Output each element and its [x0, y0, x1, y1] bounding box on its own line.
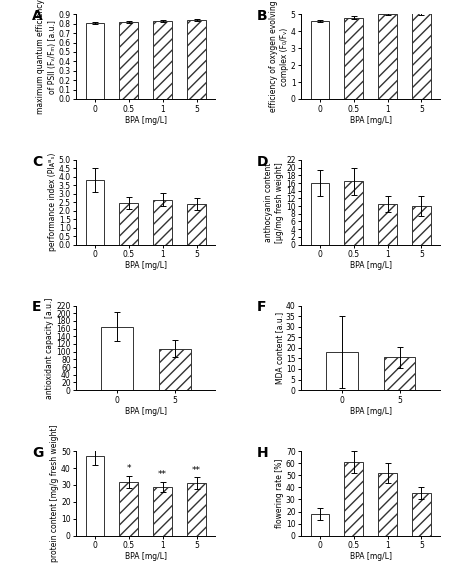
- Bar: [187, 20, 206, 99]
- Bar: [154, 486, 172, 536]
- X-axis label: BPA [mg/L]: BPA [mg/L]: [125, 261, 167, 270]
- Y-axis label: protein content [mg/g fresh weight]: protein content [mg/g fresh weight]: [50, 425, 59, 562]
- Bar: [86, 456, 104, 536]
- Y-axis label: MDA content [a.u.]: MDA content [a.u.]: [275, 312, 284, 384]
- Bar: [344, 18, 363, 99]
- Bar: [159, 348, 190, 390]
- Y-axis label: antioxidant capacity [a.u.]: antioxidant capacity [a.u.]: [45, 297, 54, 399]
- Bar: [344, 462, 363, 536]
- Bar: [154, 200, 172, 245]
- Bar: [119, 203, 138, 245]
- X-axis label: BPA [mg/L]: BPA [mg/L]: [125, 116, 167, 124]
- Text: G: G: [32, 446, 43, 460]
- Bar: [412, 493, 431, 536]
- X-axis label: BPA [mg/L]: BPA [mg/L]: [350, 407, 392, 416]
- Bar: [119, 481, 138, 536]
- X-axis label: BPA [mg/L]: BPA [mg/L]: [125, 407, 167, 416]
- Bar: [378, 14, 397, 99]
- Bar: [86, 180, 104, 245]
- Text: **: **: [192, 466, 201, 475]
- X-axis label: BPA [mg/L]: BPA [mg/L]: [350, 261, 392, 270]
- Y-axis label: flowering rate [%]: flowering rate [%]: [275, 459, 284, 528]
- Text: B: B: [257, 9, 268, 23]
- Bar: [154, 21, 172, 99]
- Bar: [383, 358, 415, 390]
- X-axis label: BPA [mg/L]: BPA [mg/L]: [350, 552, 392, 562]
- Text: F: F: [257, 300, 266, 315]
- Bar: [101, 327, 133, 390]
- Text: *: *: [127, 464, 131, 473]
- Y-axis label: maximum quantum efficiency
of PSII (Fᵥ/Fₘ) [a.u.]: maximum quantum efficiency of PSII (Fᵥ/F…: [36, 0, 57, 114]
- Text: E: E: [32, 300, 41, 315]
- Y-axis label: anthocyanin content
[μg/mg fresh weight]: anthocyanin content [μg/mg fresh weight]: [264, 162, 284, 242]
- X-axis label: BPA [mg/L]: BPA [mg/L]: [125, 552, 167, 562]
- Bar: [326, 352, 357, 390]
- Bar: [378, 204, 397, 245]
- Bar: [344, 181, 363, 245]
- Y-axis label: efficiency of oxygen evolving
complex (F₀/Fᵥ): efficiency of oxygen evolving complex (F…: [269, 1, 289, 112]
- Text: D: D: [257, 155, 269, 169]
- Bar: [86, 23, 104, 99]
- Bar: [311, 21, 329, 99]
- Bar: [311, 514, 329, 536]
- Text: A: A: [32, 9, 43, 23]
- Text: C: C: [32, 155, 42, 169]
- Y-axis label: performance index (PIᴀᴮₛ): performance index (PIᴀᴮₛ): [48, 153, 57, 252]
- Bar: [412, 206, 431, 245]
- Text: H: H: [257, 446, 269, 460]
- X-axis label: BPA [mg/L]: BPA [mg/L]: [350, 116, 392, 124]
- Bar: [119, 22, 138, 99]
- Bar: [311, 183, 329, 245]
- Bar: [412, 14, 431, 99]
- Bar: [187, 204, 206, 245]
- Text: **: **: [158, 470, 167, 479]
- Bar: [187, 483, 206, 536]
- Bar: [378, 473, 397, 536]
